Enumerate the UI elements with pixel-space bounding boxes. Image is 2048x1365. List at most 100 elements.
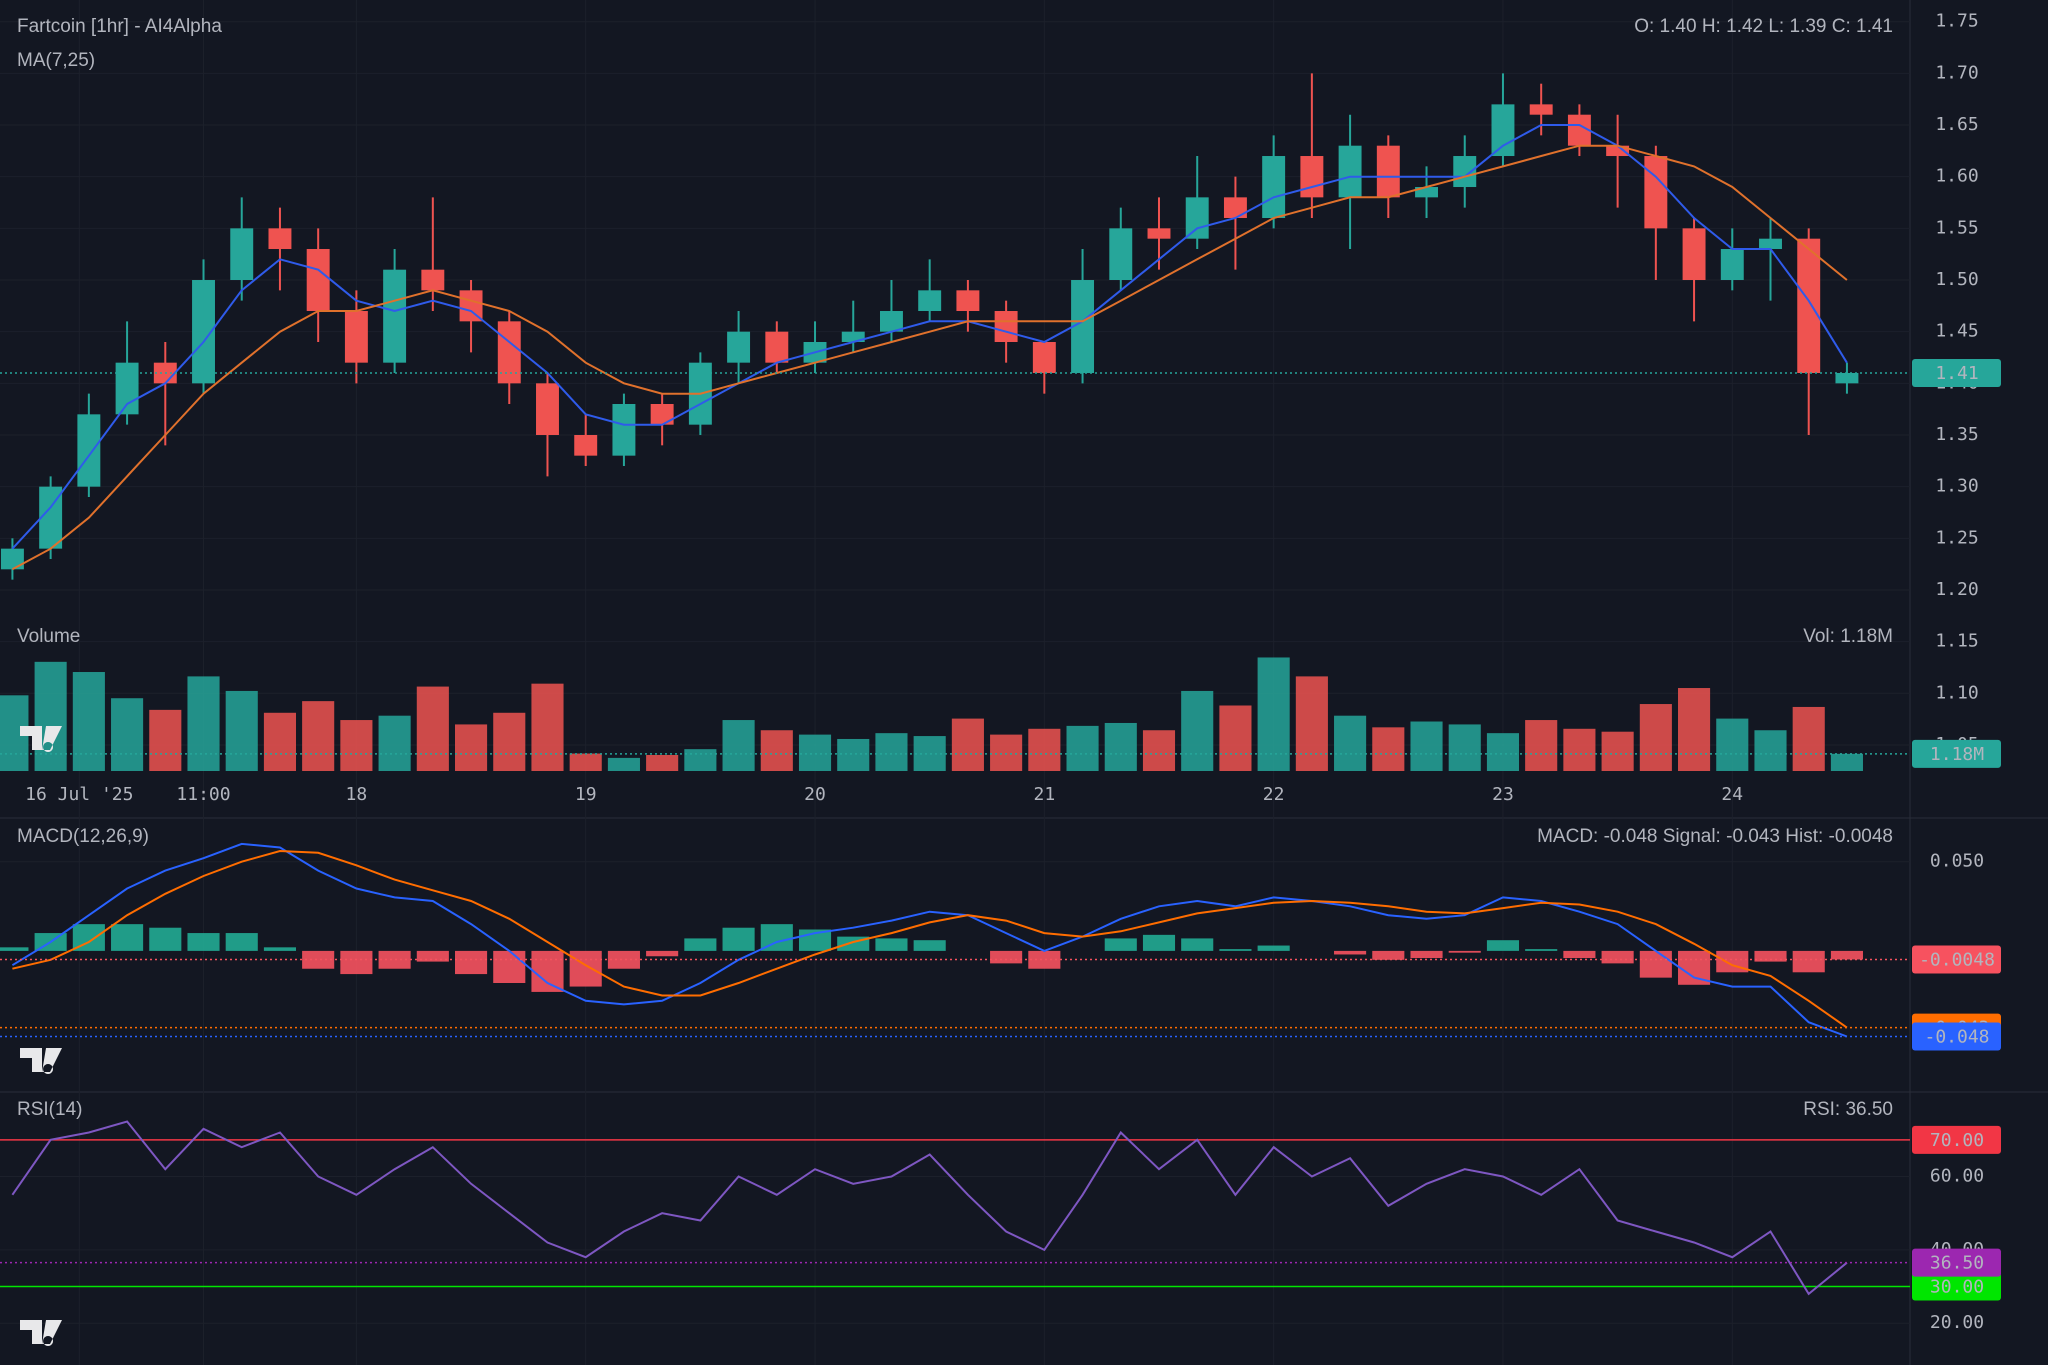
candle-body [994,311,1018,343]
y-tick-label: 1.70 [1935,62,1978,83]
candle-body [918,290,942,312]
candle-body [879,311,903,332]
volume-bar [72,672,105,771]
histogram-bar [1372,950,1405,960]
histogram-bar [990,950,1023,964]
histogram-bar [225,933,258,951]
marker-box [1912,945,2001,974]
y-tick-label: 1.30 [1935,476,1978,497]
candle-body [536,383,559,435]
histogram-bar [1525,949,1558,951]
histogram-bar [263,947,297,951]
x-tick-label: 16 Jul '25 [25,784,133,805]
histogram-bar [493,950,526,983]
volume-bar [837,738,870,771]
volume-bar [1754,730,1787,771]
volume-bar [1028,728,1061,771]
histogram-bar [913,940,946,951]
y-tick-label: 1.65 [1935,114,1978,135]
logos [20,726,62,1346]
x-tick-label: 21 [1033,784,1055,805]
histogram-bar [1563,950,1596,959]
candle-body [1682,228,1706,281]
candle-body [765,331,789,363]
histogram-bar [302,950,335,969]
histogram-bar [416,950,449,962]
candle-body [115,362,139,415]
candle-body [1567,114,1591,146]
candle-body [1453,156,1477,188]
volume-bar [1219,705,1252,771]
volume-bar [875,733,908,771]
volume-bar [684,749,717,771]
volume-bar [454,724,488,771]
x-tick-label: 20 [804,784,826,805]
histogram-bar [1181,938,1214,951]
candle-body [1759,238,1782,250]
histogram-bar [111,924,144,951]
candle-body [1376,145,1400,198]
volume-bar [302,701,335,771]
volume-bar [378,715,411,771]
y-tick-label: 1.15 [1935,631,1978,652]
volume-bar [1295,676,1328,771]
candle-body [1415,187,1438,198]
y-tick-label: 1.35 [1935,424,1978,445]
volume-bar [1830,753,1863,771]
marker-label: 30.00 [1930,1277,1984,1298]
candle-body [230,228,254,281]
histogram-bar [454,950,488,975]
candle-body [1071,280,1095,374]
marker-box [1912,359,2001,388]
volume-bar [1334,715,1367,771]
volume-bar [340,720,373,771]
y-tick-label: 1.50 [1935,269,1978,290]
histogram-bar [1219,949,1252,951]
candle-body [1109,228,1133,281]
x-tick-label: 24 [1721,784,1743,805]
macd-readout: MACD: -0.048 Signal: -0.043 Hist: -0.004… [1537,826,1893,847]
volume-bar [1716,718,1749,771]
candle-body [268,228,292,250]
volume-bar [1601,731,1634,771]
y-tick-label: 20.00 [1930,1312,1984,1333]
y-tick-label: 1.55 [1935,217,1978,238]
volume-bar [1563,728,1596,771]
y-tick-label: 1.25 [1935,527,1978,548]
volume-bar [1410,721,1443,771]
marker-box [1912,1272,2001,1301]
volume-bar [1486,733,1520,771]
volume-bar [187,676,220,771]
histogram-bar [0,947,29,951]
histogram-bar [875,938,908,951]
macd-line [11,842,1848,1038]
logo [20,1320,62,1346]
candle-body [39,486,63,549]
marker-box [1912,739,2001,768]
volume-bar [111,698,144,771]
x-tick-label: 23 [1492,784,1514,805]
candle-body [344,311,368,363]
candle-body [497,321,521,384]
volume-label: Volume [17,626,80,647]
histogram-bar [1257,945,1290,951]
y-tick-label: 1.10 [1935,682,1978,703]
candle-body [574,434,598,456]
volume-readout: Vol: 1.18M [1803,626,1893,647]
y-tick-label: 1.75 [1935,11,1978,32]
candle-body [1644,156,1668,229]
candle-body [1300,156,1324,198]
histogram-bar [149,927,182,951]
candle-body [459,290,483,322]
candle-body [306,249,330,312]
candle-body [841,331,865,343]
marker-label: 70.00 [1930,1130,1984,1151]
histogram-bar [1486,940,1520,951]
marker-label: 36.50 [1930,1253,1984,1274]
candle-body [1032,342,1056,374]
candle-body [0,548,24,570]
histogram-bar [1334,950,1367,955]
ma-line [11,144,1848,571]
